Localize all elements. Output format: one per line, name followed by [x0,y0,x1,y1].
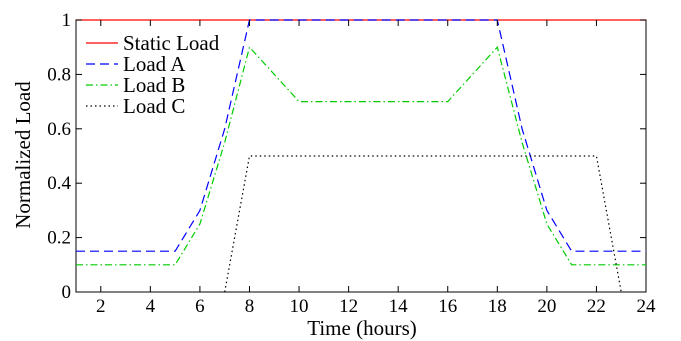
x-tick-label: 8 [245,296,255,317]
y-tick-label: 0.8 [47,64,71,85]
legend-label: Static Load [123,31,220,55]
series-line-load-b [76,45,646,266]
x-tick-label: 4 [146,296,156,317]
series-line-load-a [76,19,646,252]
y-axis-title: Normalized Load [11,81,35,229]
x-axis-title: Time (hours) [307,316,416,340]
y-tick-label: 0.6 [47,119,71,140]
legend-label: Load C [123,94,185,118]
x-tick-label: 24 [637,296,657,317]
series-line-load-c [224,155,622,293]
y-tick-label: 0.2 [47,228,71,249]
x-tick-label: 10 [290,296,309,317]
legend-label: Load B [123,73,185,97]
x-tick-label: 6 [195,296,205,317]
y-tick-label: 0 [62,282,72,303]
x-tick-label: 12 [339,296,358,317]
x-tick-label: 14 [389,296,409,317]
x-tick-label: 16 [438,296,457,317]
x-tick-label: 18 [488,296,507,317]
y-tick-label: 0.4 [47,173,71,194]
x-tick-label: 2 [96,296,106,317]
legend-label: Load A [123,52,186,76]
x-tick-label: 20 [537,296,556,317]
y-tick-label: 1 [62,10,72,31]
x-tick-label: 22 [587,296,606,317]
series-lines [76,19,646,293]
